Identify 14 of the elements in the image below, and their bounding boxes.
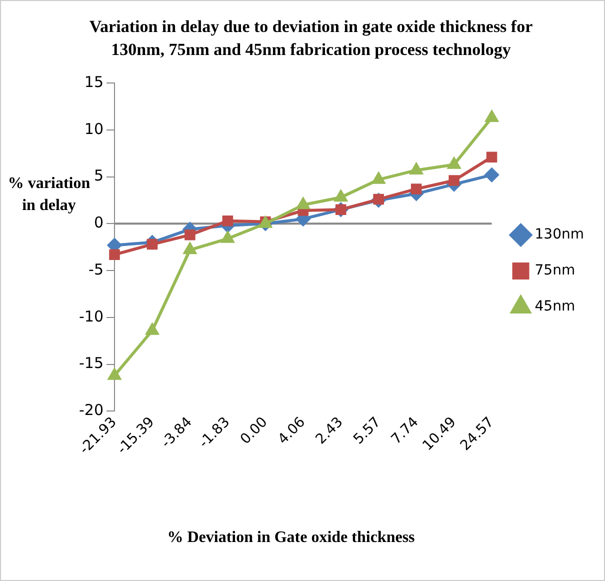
x-axis-title: % Deviation in Gate oxide thickness bbox=[166, 529, 416, 547]
y-tick-label: -5 bbox=[88, 260, 104, 278]
y-tick-label: 5 bbox=[94, 166, 104, 185]
chart-title: Variation in delay due to deviation in gate oxide thickness for 130nm, 75nm and 45nm fabrication process technology bbox=[88, 16, 534, 61]
legend-label: 75nm bbox=[534, 262, 576, 279]
y-tick-label: 15 bbox=[84, 72, 104, 91]
y-tick-label: -20 bbox=[79, 401, 104, 420]
y-axis-title: % variation in delay bbox=[6, 174, 92, 216]
y-tick-label: 10 bbox=[84, 120, 104, 138]
legend-label: 130nm bbox=[534, 226, 584, 243]
legend-label: 45nm bbox=[534, 298, 576, 315]
y-tick-label: 0 bbox=[94, 214, 104, 232]
y-tick-label: -15 bbox=[79, 354, 104, 372]
y-tick-label: -10 bbox=[79, 307, 104, 326]
